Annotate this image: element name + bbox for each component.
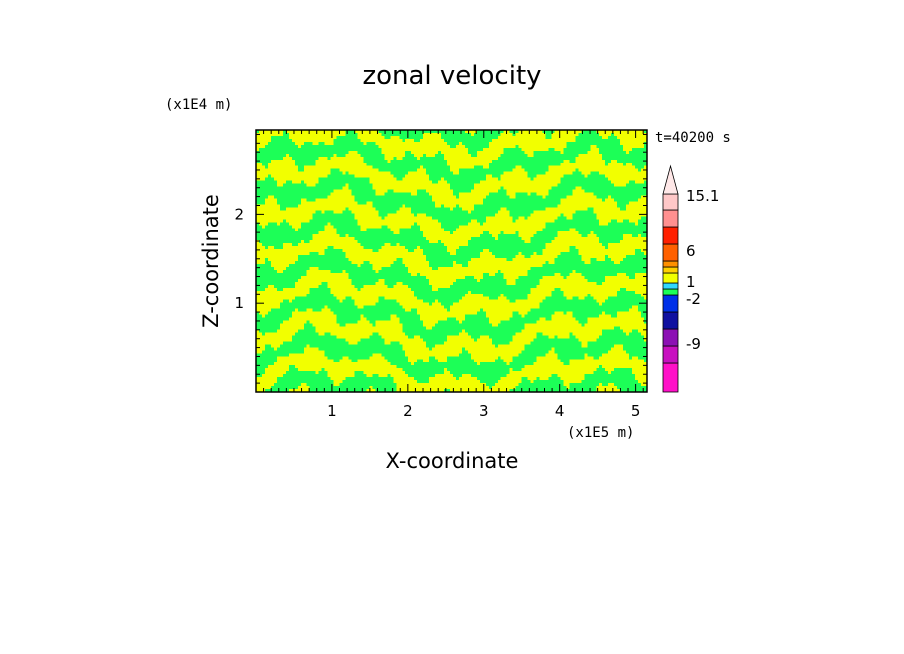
- x-scale-label: (x1E5 m): [567, 425, 634, 441]
- x-tick-label: 2: [403, 402, 413, 420]
- colorbar-label: 6: [686, 242, 696, 260]
- velocity-field-image: [256, 130, 647, 392]
- x-axis-label: X-coordinate: [386, 449, 519, 473]
- colorbar-band: [662, 294, 679, 313]
- colorbar-label: 15.1: [686, 187, 719, 205]
- y-axis: 12: [234, 133, 647, 384]
- colorbar-band: [662, 328, 679, 347]
- colorbar-label: -2: [686, 290, 701, 308]
- time-label: t=40200 s: [655, 130, 731, 146]
- colorbar: 15.1 6 1-2 -9: [662, 164, 719, 393]
- x-tick-label: 5: [631, 402, 641, 420]
- y-tick-label: 2: [234, 205, 244, 223]
- colorbar-band: [662, 272, 679, 284]
- colorbar-band: [662, 243, 679, 262]
- colorbar-band: [662, 362, 679, 393]
- x-tick-label: 1: [327, 402, 337, 420]
- x-tick-label: 3: [479, 402, 489, 420]
- colorbar-band: [662, 282, 679, 290]
- colorbar-band: [662, 311, 679, 330]
- x-tick-label: 4: [555, 402, 565, 420]
- colorbar-band: [662, 288, 679, 296]
- colorbar-band: [662, 226, 679, 245]
- x-axis: 1 2 3 4 5: [263, 130, 644, 420]
- chart-title: zonal velocity: [362, 61, 541, 91]
- y-tick-label: 1: [234, 294, 244, 312]
- y-axis-label: Z-coordinate: [199, 194, 223, 328]
- velocity-field: [256, 130, 647, 392]
- colorbar-band: [662, 193, 679, 211]
- colorbar-label: 1: [686, 273, 696, 291]
- plot-frame: [255, 129, 648, 393]
- y-scale-label: (x1E4 m): [165, 97, 232, 113]
- colorbar-band: [662, 209, 679, 228]
- colorbar-band: [662, 345, 679, 364]
- colorbar-band: [662, 266, 679, 274]
- colorbar-label: -9: [686, 335, 701, 353]
- colorbar-band: [662, 260, 679, 268]
- colorbar-max-arrow: [662, 164, 679, 195]
